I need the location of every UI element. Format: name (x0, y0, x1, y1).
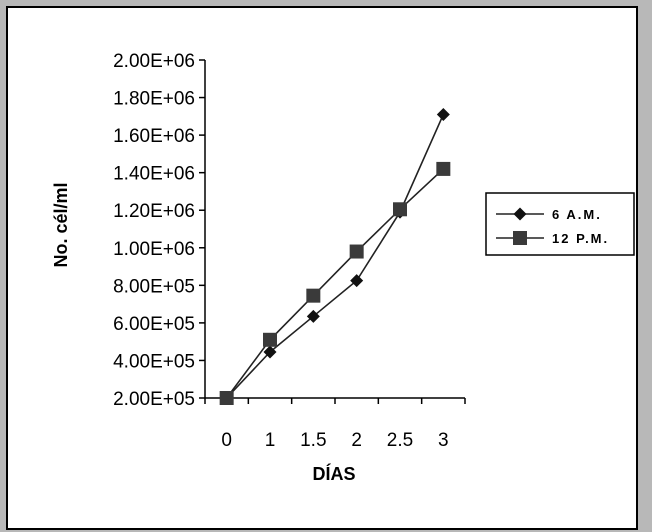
series-lines (226, 114, 445, 399)
x-tick-label: 1.5 (300, 430, 326, 451)
y-tick-label: 1.80E+06 (113, 89, 195, 110)
x-tick-label: 0 (221, 430, 232, 451)
y-tick-label: 2.00E+05 (113, 389, 195, 410)
y-tick-label: 6.00E+05 (113, 314, 195, 335)
legend-marker (513, 231, 527, 245)
y-tick-label: 8.00E+05 (113, 276, 195, 297)
y-ticks: 2.00E+05 4.00E+05 6.00E+05 8.00E+05 1.00E+06… (113, 51, 205, 410)
series-line-1 (226, 168, 444, 399)
x-tick-label: 2.5 (387, 430, 413, 451)
data-point (306, 309, 320, 323)
y-tick-label: 1.40E+06 (113, 164, 195, 185)
legend-label: 6 A.M. (552, 207, 602, 222)
x-tick-label: 3 (438, 430, 449, 451)
legend-label: 12 P.M. (552, 231, 609, 246)
y-tick-label: 1.60E+06 (113, 126, 195, 147)
data-point (349, 244, 364, 259)
data-point (436, 161, 451, 176)
series-markers (219, 107, 451, 405)
data-point (393, 202, 407, 217)
data-point (350, 274, 364, 288)
data-point (219, 391, 234, 405)
series-line-0 (226, 114, 445, 399)
y-axis-label: No. cél/ml (51, 182, 71, 267)
legend: 6 A.M. 12 P.M. (485, 192, 635, 256)
x-tick-label: 2 (351, 430, 362, 451)
data-point (306, 288, 321, 303)
y-tick-label: 4.00E+05 (113, 351, 195, 372)
y-tick-label: 2.00E+06 (113, 51, 195, 72)
legend-box (485, 192, 635, 256)
y-tick-label: 1.20E+06 (113, 201, 195, 222)
y-tick-label: 1.00E+06 (113, 239, 195, 260)
x-axis-label: DÍAS (312, 463, 355, 484)
axes (204, 60, 465, 399)
x-ticks: 0 1 1.5 2 2.5 3 (204, 398, 466, 451)
data-point (263, 332, 277, 347)
chart-frame (6, 6, 638, 530)
legend-marker (513, 207, 527, 221)
x-tick-label: 1 (265, 430, 276, 451)
data-point (436, 107, 450, 121)
data-point (263, 345, 277, 359)
